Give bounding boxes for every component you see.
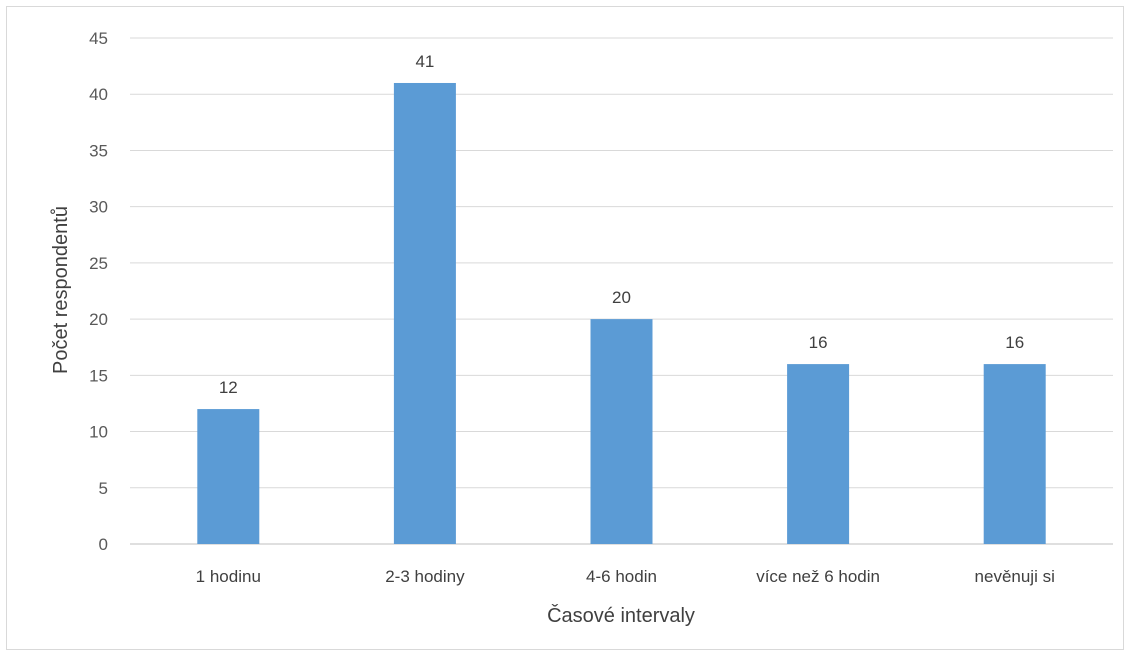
x-axis-categories: 1 hodinu 2-3 hodiny 4-6 hodin více než 6 ho… (196, 567, 1055, 586)
y-tick-label: 40 (89, 85, 108, 104)
bar (590, 319, 653, 544)
y-tick-label: 5 (99, 479, 108, 498)
x-category-label: 4-6 hodin (586, 567, 657, 586)
bars (197, 82, 1046, 544)
data-label: 16 (809, 333, 828, 352)
bar (787, 364, 850, 544)
x-category-label: nevěnuji si (975, 567, 1055, 586)
data-label: 41 (415, 52, 434, 71)
y-tick-label: 30 (89, 198, 108, 217)
y-tick-label: 25 (89, 254, 108, 273)
bar (197, 409, 260, 544)
x-axis-title: Časové intervaly (547, 604, 695, 627)
data-labels: 12 41 20 16 16 (219, 52, 1024, 397)
gridlines (130, 37, 1113, 545)
y-axis-ticks: 0 5 10 15 20 25 30 35 40 45 (89, 29, 108, 554)
y-tick-label: 10 (89, 423, 108, 442)
y-tick-label: 20 (89, 310, 108, 329)
data-label: 12 (219, 378, 238, 397)
y-tick-label: 15 (89, 366, 108, 385)
x-category-label: 2-3 hodiny (385, 567, 465, 586)
data-label: 16 (1005, 333, 1024, 352)
bar (983, 364, 1046, 544)
y-tick-label: 0 (99, 535, 108, 554)
bar (393, 82, 456, 544)
x-category-label: více než 6 hodin (756, 567, 880, 586)
y-tick-label: 45 (89, 29, 108, 48)
y-axis-title: Počet respondentů (50, 206, 72, 374)
data-label: 20 (612, 288, 631, 307)
chart-frame (6, 6, 1124, 650)
x-category-label: 1 hodinu (196, 567, 261, 586)
y-tick-label: 35 (89, 141, 108, 160)
